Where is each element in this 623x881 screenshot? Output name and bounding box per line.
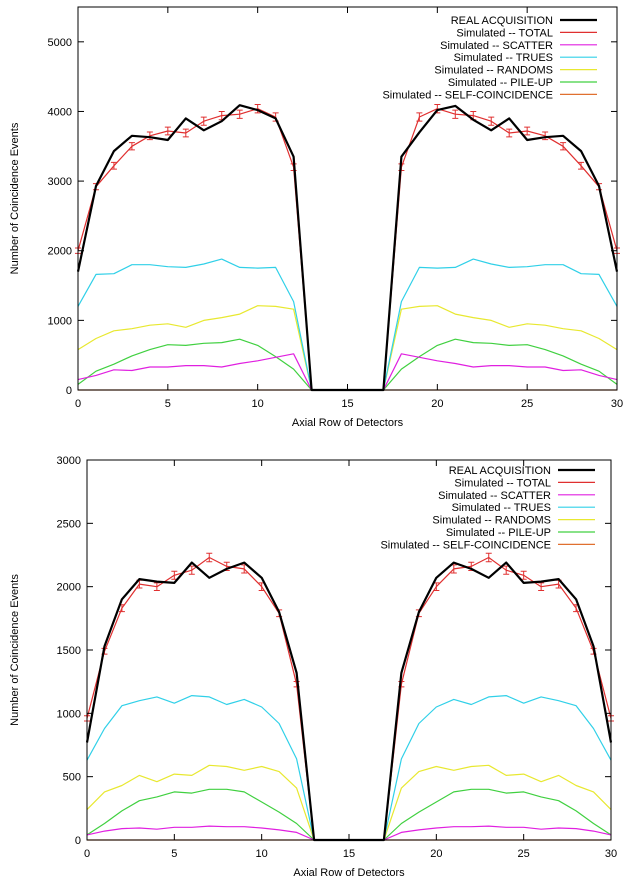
chart-0-legend-entry-2: Simulated -- SCATTER — [440, 40, 553, 52]
chart-0-legend-entry-3: Simulated -- TRUES — [454, 52, 553, 64]
chart-1-series-1 — [84, 552, 614, 841]
chart-1-series-line-5 — [86, 788, 612, 841]
chart-1-y-tick-label: 0 — [75, 835, 81, 847]
chart-1-y-tick-label: 500 — [63, 772, 81, 784]
chart-1-series-5 — [86, 788, 612, 841]
chart-top: 0 5 10 15 20 25 30 0 1000 2000 3000 4000 5000 Axial R… — [0, 0, 623, 440]
chart-0-legend-entry-5: Simulated -- PILE-UP — [448, 77, 553, 89]
chart-0-errorbar-point — [182, 128, 189, 138]
chart-0-errorbar-point — [488, 116, 495, 126]
chart-1-y-tick-label: 1500 — [57, 645, 81, 657]
chart-1-legend-entry-5: Simulated -- PILE-UP — [446, 527, 551, 539]
chart-0-errorbar-point — [578, 161, 585, 170]
chart-0-y-axis-label: Number of Coincidence Events — [9, 122, 21, 274]
chart-0-errorbar-point — [146, 131, 153, 141]
chart-1-legend-entry-0: REAL ACQUISITION — [449, 465, 551, 477]
chart-0-x-tick-label: 10 — [252, 398, 264, 410]
chart-0-x-tick-label: 5 — [165, 398, 171, 410]
chart-0-y-tick-label: 5000 — [48, 37, 72, 49]
chart-0-x-tick-label: 30 — [611, 398, 623, 410]
chart-0-errorbar-point — [128, 142, 135, 151]
chart-1-series-line-3 — [86, 695, 612, 841]
chart-0-errorbar-point — [452, 109, 459, 119]
chart-0-x-tick-label: 15 — [341, 398, 353, 410]
chart-0-y-tick-label: 3000 — [48, 176, 72, 188]
chart-1-x-tick-label: 15 — [343, 848, 355, 860]
chart-1-series-3 — [86, 695, 612, 841]
chart-0-errorbar-point — [560, 142, 567, 151]
chart-1-x-tick-label: 30 — [605, 848, 617, 860]
chart-0-x-tick-label: 20 — [431, 398, 443, 410]
chart-1-x-tick-label: 10 — [256, 848, 268, 860]
chart-0-x-axis-label: Axial Row of Detectors — [292, 417, 404, 429]
chart-0-y-tick-label: 1000 — [48, 315, 72, 327]
chart-1-y-tick-label: 2500 — [57, 518, 81, 530]
chart-0-series-line-5 — [77, 338, 618, 391]
chart-1-x-tick-label: 20 — [430, 848, 442, 860]
chart-0-errorbar-point — [254, 103, 261, 114]
chart-0-errorbar-point — [524, 126, 531, 136]
chart-1-x-tick-label: 0 — [84, 848, 90, 860]
chart-1-x-axis-label: Axial Row of Detectors — [293, 867, 405, 879]
chart-0-x-tick-label: 25 — [521, 398, 533, 410]
chart-bottom: 0 5 10 15 20 25 30 0 500 1000 1500 2000 2500 3000 Axia… — [0, 450, 623, 881]
chart-1-y-axis-label: Number of Coincidence Events — [9, 574, 21, 726]
chart-0-errorbar-point — [542, 131, 549, 141]
chart-1-legend-entry-2: Simulated -- SCATTER — [438, 490, 551, 502]
chart-1-series-0 — [85, 561, 613, 842]
chart-bottom-svg: 0 5 10 15 20 25 30 0 500 1000 1500 2000 2500 3000 Axia… — [9, 455, 617, 879]
chart-0-errorbar-point — [200, 116, 207, 126]
chart-1-legend-entry-6: Simulated -- SELF-COINCIDENCE — [380, 539, 551, 551]
chart-0-errorbar-point — [164, 126, 171, 136]
chart-0-errorbar-point — [236, 109, 243, 119]
chart-0-y-tick-label: 2000 — [48, 246, 72, 258]
chart-1-x-tick-label: 25 — [518, 848, 530, 860]
chart-top-svg: 0 5 10 15 20 25 30 0 1000 2000 3000 4000 5000 Axial R… — [9, 6, 623, 429]
chart-1-legend-entry-1: Simulated -- TOTAL — [454, 477, 551, 489]
chart-1-y-tick-label: 3000 — [57, 455, 81, 467]
chart-1-series-line-1 — [86, 556, 612, 841]
chart-0-legend-entry-0: REAL ACQUISITION — [451, 15, 553, 27]
chart-0-legend-entry-6: Simulated -- SELF-COINCIDENCE — [382, 89, 553, 101]
chart-0-y-tick-label: 0 — [66, 385, 72, 397]
chart-1-legend-entry-3: Simulated -- TRUES — [452, 502, 551, 514]
chart-0-legend-entry-4: Simulated -- RANDOMS — [434, 65, 553, 77]
chart-1-series-line-0 — [85, 561, 613, 842]
chart-1-errorbar-point — [153, 582, 160, 591]
chart-0-series-line-1 — [77, 108, 618, 391]
chart-0-errorbar-point — [416, 112, 423, 122]
chart-1-errorbar-point — [485, 552, 492, 563]
chart-0-errorbar-point — [110, 161, 117, 170]
chart-0-series-4 — [77, 305, 618, 391]
chart-1-y-tick-label: 1000 — [57, 708, 81, 720]
chart-0-x-tick-label: 0 — [75, 398, 81, 410]
chart-0-series-line-4 — [77, 305, 618, 391]
chart-1-errorbar-point — [538, 582, 545, 591]
chart-1-errorbar-point — [206, 552, 213, 563]
chart-1-y-tick-label: 2000 — [57, 582, 81, 594]
chart-0-y-tick-label: 4000 — [48, 106, 72, 118]
chart-1-legend-entry-4: Simulated -- RANDOMS — [432, 515, 551, 527]
chart-0-series-5 — [77, 338, 618, 391]
chart-0-legend-entry-1: Simulated -- TOTAL — [456, 27, 553, 39]
chart-0-errorbar-point — [506, 128, 513, 138]
chart-1-x-tick-label: 5 — [171, 848, 177, 860]
